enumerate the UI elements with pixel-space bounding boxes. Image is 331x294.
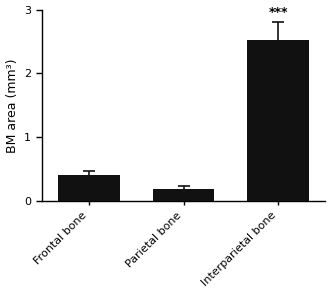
- Text: ***: ***: [268, 6, 288, 19]
- Bar: [58, 175, 120, 201]
- Bar: [153, 188, 214, 201]
- Y-axis label: BM area (mm³): BM area (mm³): [6, 58, 19, 153]
- Bar: [247, 40, 309, 201]
